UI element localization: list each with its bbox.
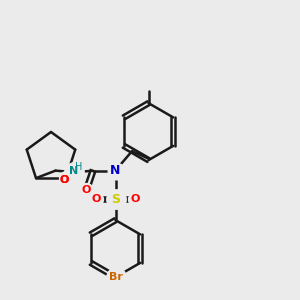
Text: N: N [110,164,121,177]
Text: H: H [75,162,82,172]
Text: O: O [82,185,91,195]
Text: N: N [69,166,78,176]
Text: O: O [130,194,140,204]
Text: O: O [91,194,101,204]
Text: Br: Br [109,272,122,282]
Text: S: S [111,193,120,206]
Text: O: O [60,175,69,184]
Text: O: O [60,175,69,184]
